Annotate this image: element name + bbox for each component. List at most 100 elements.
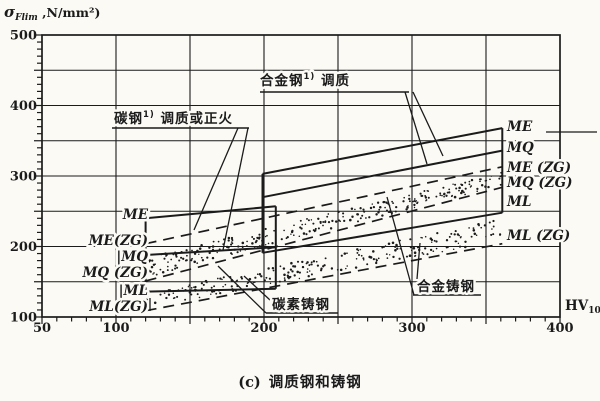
stipple-dot: [408, 194, 411, 197]
stipple-dot: [273, 229, 275, 232]
series-carbon-MQ: [145, 246, 276, 256]
stipple-dot: [322, 221, 325, 223]
stipple-dot: [416, 246, 420, 249]
stipple-dot: [368, 216, 371, 219]
stipple-dot: [377, 257, 380, 260]
stipple-dot: [310, 261, 313, 264]
stipple-dot: [293, 274, 296, 277]
stipple-dot: [264, 235, 267, 238]
stipple-dot: [288, 275, 292, 279]
stipple-dot: [331, 219, 334, 223]
stipple-dot: [215, 292, 218, 295]
stipple-dot: [286, 236, 289, 239]
stipple-dot: [252, 237, 255, 240]
stipple-dot: [472, 227, 475, 230]
stipple-dot: [464, 240, 467, 244]
stipple-dot: [365, 217, 367, 219]
stipple-dot: [246, 245, 248, 247]
series-carbon-ML: [145, 287, 276, 293]
stipple-dot: [490, 233, 493, 236]
stipple-dot: [358, 254, 360, 256]
stipple-dot: [413, 203, 416, 207]
stipple-dot: [359, 217, 362, 220]
stipple-dot: [387, 242, 391, 246]
stipple-dot: [422, 253, 425, 255]
stipple-dot: [194, 285, 197, 289]
callout-line-alloy-steel-note-1: [412, 91, 444, 157]
stipple-dot: [452, 183, 454, 185]
stipple-dot: [222, 276, 225, 279]
stipple-dot: [268, 277, 271, 280]
stipple-dot: [211, 256, 215, 260]
callout-line-alloy-cast-note-0: [386, 196, 415, 296]
stipple-dot: [182, 257, 185, 260]
stipple-dot: [487, 185, 490, 189]
stipple-dot: [473, 232, 477, 236]
stipple-dot: [171, 269, 174, 272]
stipple-dot: [264, 227, 267, 231]
stipple-dot: [196, 293, 199, 296]
stipple-dot: [264, 243, 267, 246]
stipple-dot: [354, 266, 358, 269]
stipple-dot: [405, 255, 409, 258]
stipple-dot: [330, 267, 334, 270]
stipple-dot: [499, 183, 502, 186]
stipple-dot: [398, 257, 401, 260]
stipple-dot: [385, 253, 388, 256]
stipple-dot: [402, 200, 405, 203]
stipple-dot: [230, 285, 233, 288]
stipple-dot: [371, 203, 374, 205]
stipple-dot: [375, 213, 378, 216]
left-grade-label-2: |MQ: [116, 249, 148, 265]
stipple-dot: [435, 240, 438, 243]
stipple-dot: [213, 285, 216, 288]
stipple-dot: [200, 287, 203, 290]
stipple-dot: [470, 185, 473, 187]
stipple-dot: [258, 272, 262, 276]
stipple-dot: [217, 240, 220, 243]
stipple-dot: [479, 180, 481, 183]
stipple-dot: [308, 230, 311, 233]
stipple-dot: [188, 284, 191, 287]
stipple-dot: [476, 187, 479, 191]
y-tick-label-500: 500: [10, 29, 37, 44]
stipple-dot: [230, 241, 233, 243]
stipple-dot: [457, 242, 460, 245]
stipple-dot: [198, 247, 202, 250]
stipple-dot: [470, 178, 474, 182]
stipple-dot: [278, 280, 281, 283]
stipple-dot: [355, 258, 358, 260]
stipple-dot: [298, 271, 301, 274]
stipple-dot: [464, 245, 467, 249]
stipple-dot: [239, 250, 242, 252]
stipple-dot: [200, 282, 203, 285]
stipple-dot: [155, 273, 158, 276]
stipple-dot: [394, 210, 397, 213]
left-grade-label-0: ME: [122, 207, 149, 223]
stipple-dot: [312, 222, 315, 225]
stipple-dot: [499, 175, 502, 178]
stipple-dot: [396, 247, 399, 250]
stipple-dot: [193, 286, 195, 289]
stipple-dot: [184, 259, 187, 262]
stipple-dot: [306, 217, 308, 220]
stipple-dot: [342, 212, 345, 215]
stipple-dot: [190, 293, 193, 296]
stipple-dot: [216, 277, 219, 280]
stipple-dot: [313, 260, 315, 263]
stipple-dot: [260, 275, 263, 278]
stipple-dot: [302, 232, 306, 235]
stipple-dot: [479, 178, 482, 181]
stipple-dot: [351, 215, 354, 219]
stipple-dot: [241, 241, 245, 245]
stipple-dot: [236, 251, 239, 254]
stipple-dot: [426, 253, 429, 256]
stipple-dot: [315, 260, 318, 263]
stipple-dot: [349, 218, 352, 222]
right-grade-label-4: ML: [506, 194, 531, 210]
stipple-dot: [227, 236, 231, 240]
stipple-dot: [386, 257, 389, 259]
stipple-dot: [483, 224, 487, 227]
stipple-dot: [485, 235, 487, 238]
stipple-dot: [235, 280, 238, 283]
